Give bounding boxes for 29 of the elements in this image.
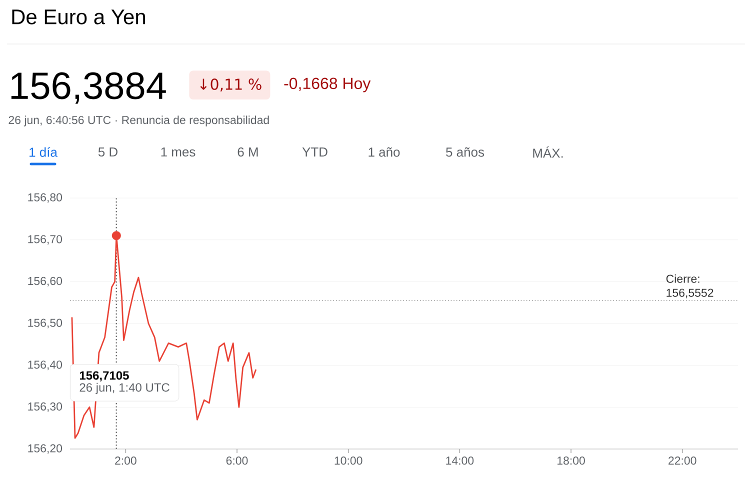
annotation: 26 jun, 1:40 UTC xyxy=(80,382,170,394)
text: YTD xyxy=(302,148,328,156)
x-tick-label: 18:00 xyxy=(557,456,585,465)
y-tick-label: 156,70 xyxy=(28,235,62,245)
text: 1 año xyxy=(368,147,400,157)
x-tick-label: 22:00 xyxy=(668,456,696,465)
text: 5 D xyxy=(98,147,118,157)
chart-title: De Euro a Yen xyxy=(12,10,145,24)
text: -0,1668 Hoy xyxy=(284,78,371,92)
chart-subtitle: 156,3884 xyxy=(11,72,166,104)
text: 5 años xyxy=(446,147,484,157)
y-tick-label: 156,50 xyxy=(28,318,62,328)
ref-line-label: Cierre: 156,5552 xyxy=(666,274,714,298)
y-tick-label: 156,80 xyxy=(28,193,62,203)
y-tick-label: 156,40 xyxy=(28,360,62,370)
x-tick-label: 10:00 xyxy=(334,456,362,465)
text: 1 día xyxy=(30,147,58,157)
text: MÁX. xyxy=(533,146,563,158)
y-tick-label: 156,60 xyxy=(28,276,62,286)
y-tick-label: 156,20 xyxy=(28,444,62,454)
text: 1 mes xyxy=(161,147,196,157)
x-tick-label: 14:00 xyxy=(446,456,474,465)
text: 6 M xyxy=(238,147,258,157)
x-tick-label: 2:00 xyxy=(115,456,136,465)
x-tick-label: 6:00 xyxy=(226,456,248,465)
text: ↓0,11 % xyxy=(200,78,262,92)
text: 26 jun, 6:40:56 UTC · Renuncia de responsabilidad xyxy=(8,116,269,126)
annotation: 156,7105 xyxy=(80,371,129,382)
y-tick-label: 156,30 xyxy=(28,402,62,412)
